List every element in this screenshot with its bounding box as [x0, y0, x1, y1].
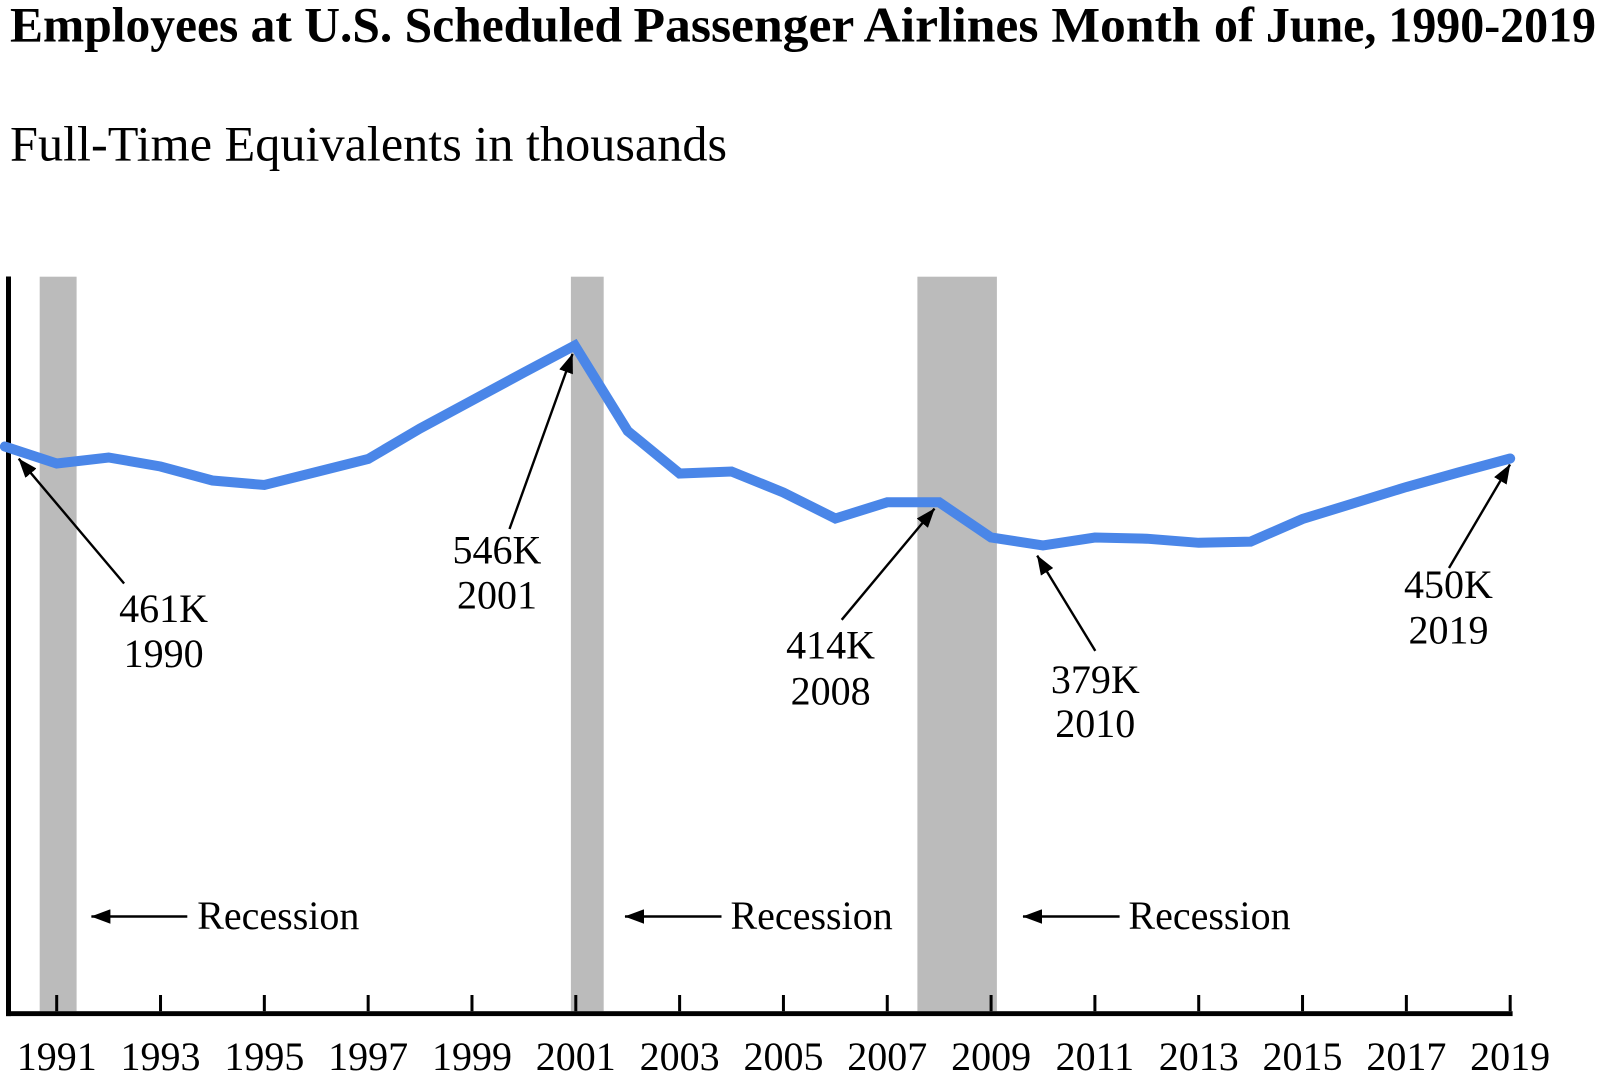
svg-text:1995: 1995	[224, 1034, 304, 1079]
svg-text:414K: 414K	[786, 622, 875, 667]
svg-text:450K: 450K	[1404, 562, 1493, 607]
svg-text:2015: 2015	[1263, 1034, 1343, 1079]
svg-text:546K: 546K	[453, 528, 542, 573]
svg-text:1990: 1990	[124, 631, 204, 676]
svg-text:2001: 2001	[536, 1034, 616, 1079]
svg-text:2008: 2008	[791, 669, 871, 714]
svg-text:2007: 2007	[847, 1034, 927, 1079]
svg-text:Recession: Recession	[197, 893, 359, 938]
svg-text:1991: 1991	[17, 1034, 97, 1079]
svg-text:Passenger Airlines Month: Passenger Airlines Month	[634, 0, 1201, 53]
svg-text:2005: 2005	[743, 1034, 823, 1079]
svg-text:379K: 379K	[1051, 657, 1140, 702]
svg-text:1993: 1993	[121, 1034, 201, 1079]
svg-text:2017: 2017	[1366, 1034, 1446, 1079]
svg-text:2019: 2019	[1409, 608, 1489, 653]
svg-text:Employees at U.S. Scheduled: Employees at U.S. Scheduled	[10, 0, 622, 53]
svg-text:Recession: Recession	[731, 893, 893, 938]
svg-text:2003: 2003	[640, 1034, 720, 1079]
svg-text:of June, 1990-2019: of June, 1990-2019	[1214, 0, 1596, 53]
svg-text:461K: 461K	[119, 586, 208, 631]
svg-text:2010: 2010	[1055, 701, 1135, 746]
svg-text:2009: 2009	[951, 1034, 1031, 1079]
svg-text:2013: 2013	[1159, 1034, 1239, 1079]
svg-text:Recession: Recession	[1128, 893, 1290, 938]
svg-text:2019: 2019	[1470, 1034, 1550, 1079]
svg-text:2001: 2001	[457, 573, 537, 618]
svg-text:2011: 2011	[1056, 1034, 1135, 1079]
svg-text:Full-Time Equivalents in thous: Full-Time Equivalents in thousands	[10, 116, 727, 172]
svg-text:1997: 1997	[328, 1034, 408, 1079]
svg-text:1999: 1999	[432, 1034, 512, 1079]
